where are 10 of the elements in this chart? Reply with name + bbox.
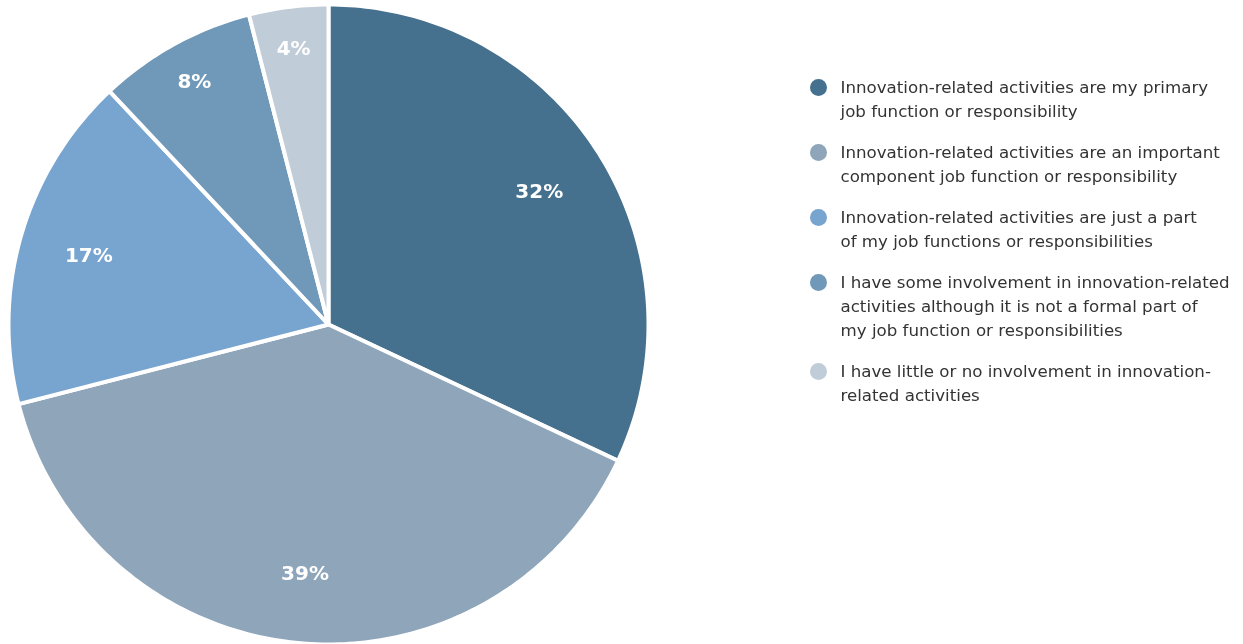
data-label: 32% — [515, 178, 564, 203]
legend-label: I have little or no involvement in innovation-related activities — [840, 362, 1211, 405]
data-label: 4% — [276, 36, 311, 61]
legend-label: Innovation-related activities are my primary job function or responsibility — [839, 78, 1209, 121]
legend-label: Innovation-related activities are just a part of my job functions or responsibilities — [840, 208, 1198, 251]
data-label: 39% — [281, 560, 329, 585]
data-label: 17% — [64, 242, 113, 267]
legend-label: Innovation-related activities are an important component job function or responsibility — [840, 143, 1221, 186]
legend-label: I have some involvement in innovation-related activities although it is not a formal part of my job function or responsibilities — [840, 273, 1230, 340]
data-label: 8% — [177, 68, 212, 93]
